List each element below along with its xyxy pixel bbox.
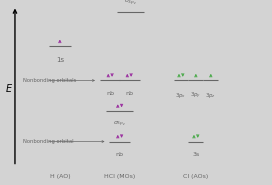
Text: 1s: 1s <box>56 57 64 63</box>
Text: $3p_y$: $3p_y$ <box>190 91 202 101</box>
Text: nb: nb <box>125 91 133 96</box>
Text: $3p_z$: $3p_z$ <box>205 91 216 100</box>
Text: 3s: 3s <box>192 152 199 157</box>
Text: Cl (AOs): Cl (AOs) <box>183 174 208 179</box>
Text: $3p_x$: $3p_x$ <box>175 91 187 100</box>
Text: nb: nb <box>116 152 124 157</box>
Text: $\sigma^*_{3p_z}$: $\sigma^*_{3p_z}$ <box>124 0 137 8</box>
Text: $\sigma_{3p_z}$: $\sigma_{3p_z}$ <box>113 120 126 130</box>
Text: H (AO): H (AO) <box>50 174 70 179</box>
Text: E: E <box>6 84 12 94</box>
Text: Nonbonding orbitals: Nonbonding orbitals <box>23 78 76 83</box>
Text: HCl (MOs): HCl (MOs) <box>104 174 135 179</box>
Text: nb: nb <box>106 91 114 96</box>
Text: Nonbonding orbital: Nonbonding orbital <box>23 139 74 144</box>
